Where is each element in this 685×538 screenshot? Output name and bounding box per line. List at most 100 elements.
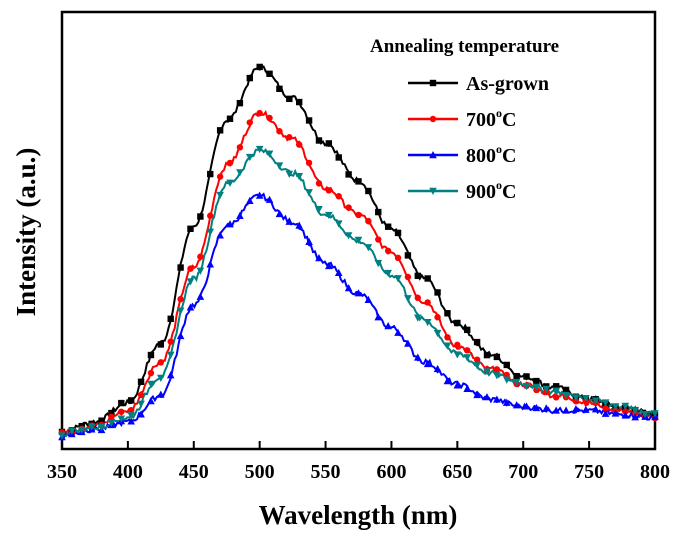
data-point-marker: [334, 220, 343, 228]
x-tick-label: 400: [113, 461, 143, 483]
data-point-marker: [512, 378, 521, 387]
data-point-marker: [334, 268, 343, 277]
data-point-marker: [591, 397, 600, 405]
data-point-marker: [473, 362, 481, 370]
data-point-marker: [365, 217, 372, 225]
data-point-marker: [433, 364, 442, 373]
data-point-marker: [296, 141, 303, 148]
data-point-marker: [424, 275, 431, 282]
x-tick-labels: 350 400 450 500 550 600 650 700 750 800: [47, 461, 670, 483]
data-point-marker: [651, 410, 659, 418]
data-point-marker: [117, 415, 126, 423]
data-point-marker: [226, 159, 234, 167]
data-point-marker: [107, 419, 116, 427]
data-point-marker: [483, 351, 491, 359]
data-point-marker: [404, 273, 412, 281]
data-point-marker: [315, 254, 323, 262]
data-point-marker: [641, 411, 649, 419]
legend-label-unit: C: [502, 145, 516, 167]
x-tick-label: 500: [245, 461, 275, 483]
data-point-marker: [197, 213, 204, 220]
data-point-marker: [365, 187, 372, 195]
data-point-marker: [522, 382, 531, 391]
data-point-marker: [58, 432, 66, 440]
data-point-marker: [77, 426, 86, 434]
data-point-marker: [245, 153, 254, 162]
data-point-marker: [246, 74, 253, 82]
data-point-marker: [236, 144, 244, 151]
data-point-marker: [384, 269, 392, 278]
data-point-marker: [464, 347, 471, 354]
data-point-marker: [246, 119, 253, 126]
x-tick-label: 550: [311, 461, 341, 483]
data-point-marker: [207, 170, 214, 178]
data-point-marker: [542, 404, 551, 412]
data-point-marker: [502, 376, 511, 384]
data-point-marker: [502, 398, 511, 406]
data-point-marker: [325, 211, 333, 220]
data-point-marker: [473, 338, 481, 346]
data-point-marker: [631, 407, 640, 415]
data-point-marker: [315, 180, 323, 187]
legend: Annealing temperature As-grown700oC800oC…: [370, 36, 559, 203]
data-point-marker: [108, 413, 115, 420]
data-point-marker: [157, 341, 165, 348]
data-point-marker: [196, 267, 205, 275]
data-point-marker: [216, 127, 224, 134]
data-point-marker: [552, 406, 560, 414]
data-point-marker: [423, 319, 432, 327]
legend-marker: [429, 115, 437, 123]
legend-label-sup: o: [496, 142, 502, 156]
data-point-marker: [305, 189, 313, 197]
data-point-marker: [325, 140, 333, 147]
data-point-marker: [513, 372, 520, 380]
data-point-marker: [196, 292, 205, 300]
legend-label: 700oC: [466, 106, 516, 131]
data-point-marker: [493, 372, 501, 380]
data-point-marker: [582, 394, 590, 403]
data-point-marker: [532, 383, 541, 391]
x-tick-label: 800: [640, 461, 670, 483]
data-point-marker: [177, 295, 184, 303]
data-point-marker: [572, 404, 580, 413]
data-point-marker: [433, 329, 442, 338]
y-axis-title: Intensity (a.u.): [11, 148, 41, 317]
data-point-marker: [177, 264, 184, 271]
data-point-marker: [286, 95, 293, 103]
data-point-marker: [305, 159, 313, 167]
data-point-marker: [375, 236, 382, 243]
data-point-marker: [611, 403, 620, 411]
data-point-marker: [147, 397, 155, 405]
data-point-marker: [127, 412, 135, 420]
data-point-marker: [166, 351, 175, 359]
x-tick-label: 650: [442, 461, 472, 483]
x-tick-label: 350: [47, 461, 77, 483]
data-point-marker: [166, 371, 175, 379]
data-point-marker: [98, 417, 105, 424]
data-point-marker: [621, 402, 630, 410]
data-point-marker: [582, 405, 590, 413]
data-point-marker: [285, 170, 294, 178]
data-point-marker: [335, 193, 342, 200]
data-point-marker: [512, 401, 521, 409]
data-point-marker: [344, 284, 353, 292]
data-point-marker: [137, 410, 145, 418]
data-point-marker: [286, 134, 293, 141]
data-point-marker: [127, 406, 135, 414]
x-tick-label: 700: [508, 461, 538, 483]
data-point-marker: [434, 289, 441, 296]
data-point-marker: [295, 221, 303, 229]
data-point-marker: [226, 220, 234, 228]
data-point-marker: [384, 322, 392, 330]
data-point-marker: [384, 247, 392, 255]
data-point-marker: [394, 328, 402, 336]
data-point-marker: [305, 117, 313, 124]
x-tick-marks: [61, 441, 656, 449]
data-point-marker: [197, 253, 204, 260]
data-point-marker: [591, 405, 600, 413]
data-point-marker: [216, 191, 224, 200]
data-point-marker: [335, 154, 342, 161]
data-point-marker: [522, 402, 531, 410]
data-point-marker: [601, 399, 610, 407]
data-point-marker: [404, 339, 412, 347]
